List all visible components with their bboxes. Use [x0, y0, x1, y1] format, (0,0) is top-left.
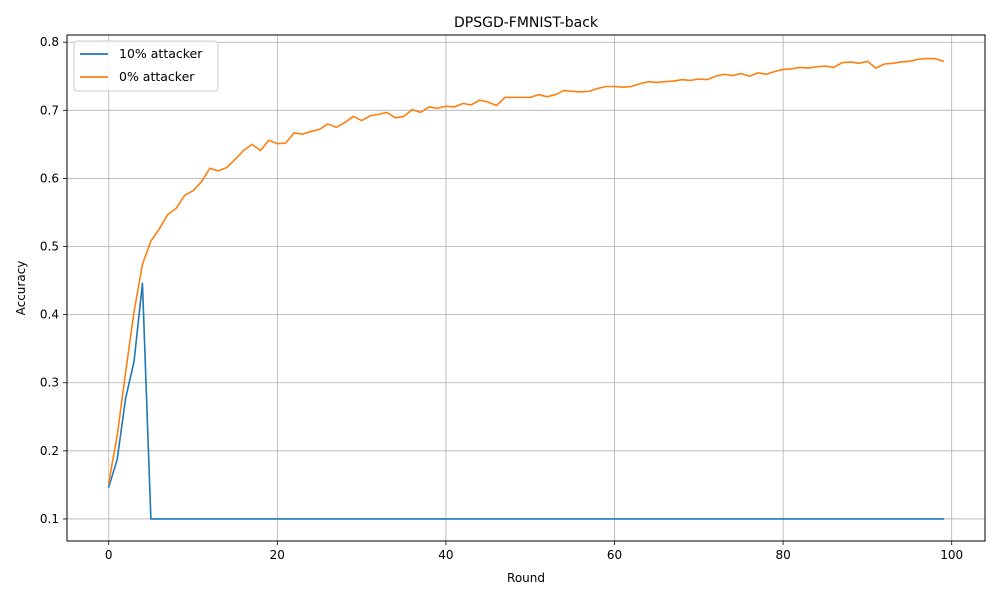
- y-axis-label: Accuracy: [14, 261, 28, 316]
- y-tick-label: 0.6: [40, 171, 59, 185]
- y-axis-ticks: 0.1 0.2 0.3 0.4 0.5 0.6 0.7 0.8: [40, 35, 67, 526]
- x-tick-label: 80: [775, 548, 790, 562]
- series-line-10pct-attacker: [107, 282, 945, 520]
- y-tick-label: 0.8: [40, 35, 59, 49]
- x-tick-label: 60: [607, 548, 622, 562]
- x-tick-label: 0: [105, 548, 113, 562]
- y-tick-label: 0.7: [40, 103, 59, 117]
- x-tick-label: 40: [438, 548, 453, 562]
- series-line-0pct-attacker: [107, 57, 945, 484]
- series-lines: [107, 57, 945, 520]
- y-tick-label: 0.2: [40, 444, 59, 458]
- y-tick-label: 0.3: [40, 376, 59, 390]
- legend-label-10pct-attacker: 10% attacker: [119, 46, 203, 61]
- x-tick-label: 20: [270, 548, 285, 562]
- x-axis-ticks: 0 20 40 60 80 100: [105, 541, 963, 562]
- legend-label-0pct-attacker: 0% attacker: [119, 69, 195, 84]
- grid: [67, 35, 985, 541]
- plot-frame: [66, 34, 986, 542]
- x-axis-label: Round: [507, 571, 545, 585]
- chart-title: DPSGD-FMNIST-back: [454, 15, 599, 31]
- y-tick-label: 0.4: [40, 308, 59, 322]
- y-tick-label: 0.5: [40, 240, 59, 254]
- legend: 10% attacker 0% attacker: [73, 40, 219, 92]
- y-tick-label: 0.1: [40, 512, 59, 526]
- legend-box: [73, 40, 219, 92]
- x-tick-label: 100: [940, 548, 963, 562]
